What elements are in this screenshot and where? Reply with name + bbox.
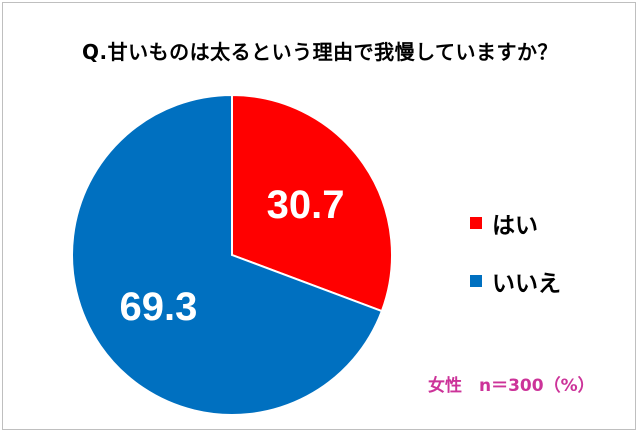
chart-legend: はい いいえ	[470, 208, 561, 324]
legend-label-yes: はい	[492, 213, 538, 239]
pie-label-no: 69.3	[119, 285, 197, 329]
sample-note: 女性 n＝300（%）	[428, 376, 595, 396]
chart-title: Q.甘いものは太るという理由で我慢していますか？	[82, 40, 558, 64]
legend-item-no: いいえ	[470, 266, 561, 297]
pie-slice-no	[71, 93, 384, 416]
legend-item-yes: はい	[470, 208, 561, 239]
pie-label-yes: 30.7	[267, 183, 345, 227]
legend-swatch-no	[470, 275, 482, 287]
legend-swatch-yes	[470, 217, 482, 229]
legend-label-no: いいえ	[492, 271, 561, 297]
pie-slice-yes	[231, 93, 393, 313]
